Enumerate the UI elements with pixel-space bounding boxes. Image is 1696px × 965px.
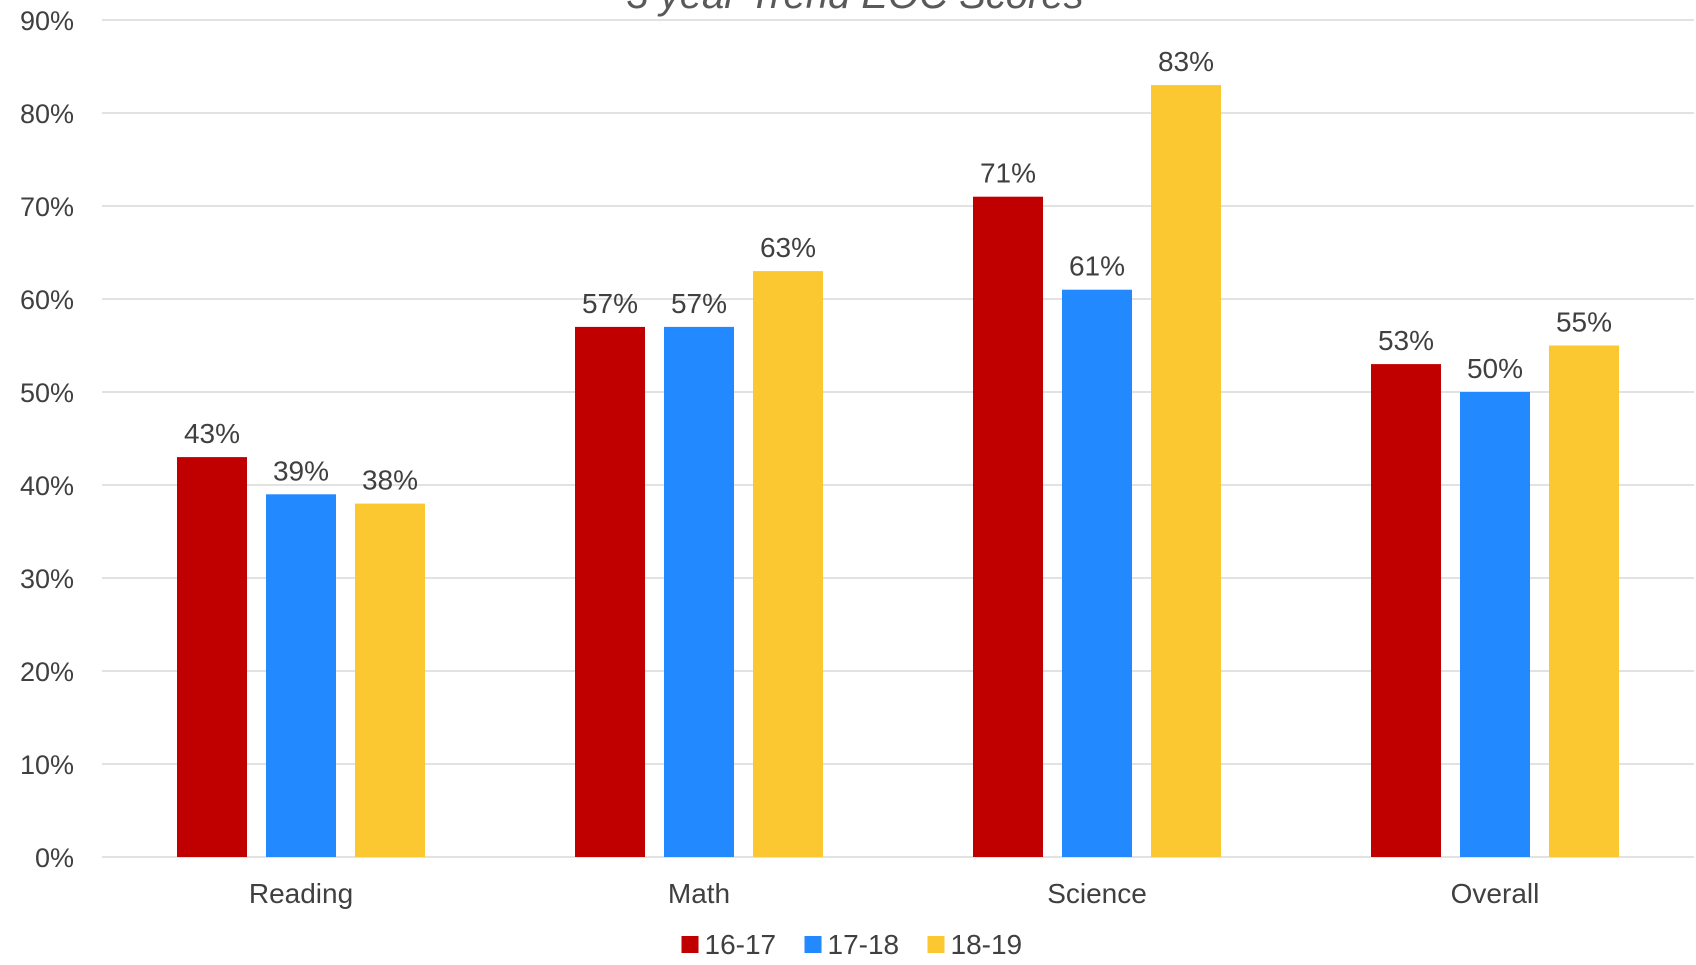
- y-tick-label-0: 0%: [35, 843, 74, 873]
- bar-science-18-19: [1151, 85, 1221, 858]
- data-label-reading-16-17: 43%: [184, 418, 240, 449]
- legend-swatch-18-19: [927, 936, 945, 953]
- y-tick-label-50: 50%: [20, 378, 74, 408]
- y-tick-label-10: 10%: [20, 750, 74, 780]
- bar-overall-18-19: [1549, 345, 1619, 857]
- bar-reading-18-19: [355, 503, 425, 857]
- data-label-science-16-17: 71%: [980, 158, 1036, 189]
- bar-math-16-17: [575, 326, 645, 857]
- legend-label-16-17: 16-17: [705, 929, 777, 960]
- data-label-reading-18-19: 38%: [362, 465, 418, 496]
- data-label-math-18-19: 63%: [760, 232, 816, 263]
- data-label-science-17-18: 61%: [1069, 251, 1125, 282]
- category-label-reading: Reading: [249, 878, 353, 909]
- data-label-overall-17-18: 50%: [1467, 353, 1523, 384]
- y-tick-label-30: 30%: [20, 564, 74, 594]
- legend-swatch-16-17: [681, 936, 699, 953]
- bars: [177, 85, 1619, 858]
- category-label-science: Science: [1047, 878, 1147, 909]
- bar-math-17-18: [664, 326, 734, 857]
- y-tick-label-70: 70%: [20, 192, 74, 222]
- y-tick-label-80: 80%: [20, 99, 74, 129]
- data-label-math-16-17: 57%: [582, 288, 638, 319]
- bar-math-18-19: [753, 271, 823, 858]
- y-tick-label-40: 40%: [20, 471, 74, 501]
- legend-swatch-17-18: [804, 936, 822, 953]
- legend-label-17-18: 17-18: [828, 929, 900, 960]
- data-label-reading-17-18: 39%: [273, 455, 329, 486]
- bar-science-17-18: [1062, 289, 1132, 857]
- bar-overall-17-18: [1460, 392, 1530, 857]
- bar-reading-17-18: [266, 494, 336, 857]
- data-label-science-18-19: 83%: [1158, 46, 1214, 77]
- y-tick-label-20: 20%: [20, 657, 74, 687]
- category-label-overall: Overall: [1451, 878, 1540, 909]
- data-label-overall-18-19: 55%: [1556, 307, 1612, 338]
- legend: 16-17 17-18 18-19: [681, 929, 1023, 960]
- y-axis-tick-labels: 0% 10% 20% 30% 40% 50% 60% 70% 80% 90%: [20, 6, 74, 873]
- data-label-math-17-18: 57%: [671, 288, 727, 319]
- bar-overall-16-17: [1371, 364, 1441, 857]
- category-label-math: Math: [668, 878, 730, 909]
- gridlines: [102, 19, 1694, 858]
- y-tick-label-90: 90%: [20, 6, 74, 36]
- y-tick-label-60: 60%: [20, 285, 74, 315]
- bar-reading-16-17: [177, 457, 247, 857]
- data-label-overall-16-17: 53%: [1378, 325, 1434, 356]
- data-labels: 43% 39% 38% 57% 57% 63% 71% 61% 83% 53% 50% 55%: [184, 46, 1612, 496]
- bar-science-16-17: [973, 196, 1043, 857]
- legend-label-18-19: 18-19: [951, 929, 1023, 960]
- x-axis-category-labels: Reading Math Science Overall: [249, 878, 1540, 909]
- chart-title: 3 year Trend EOC Scores: [626, 0, 1083, 17]
